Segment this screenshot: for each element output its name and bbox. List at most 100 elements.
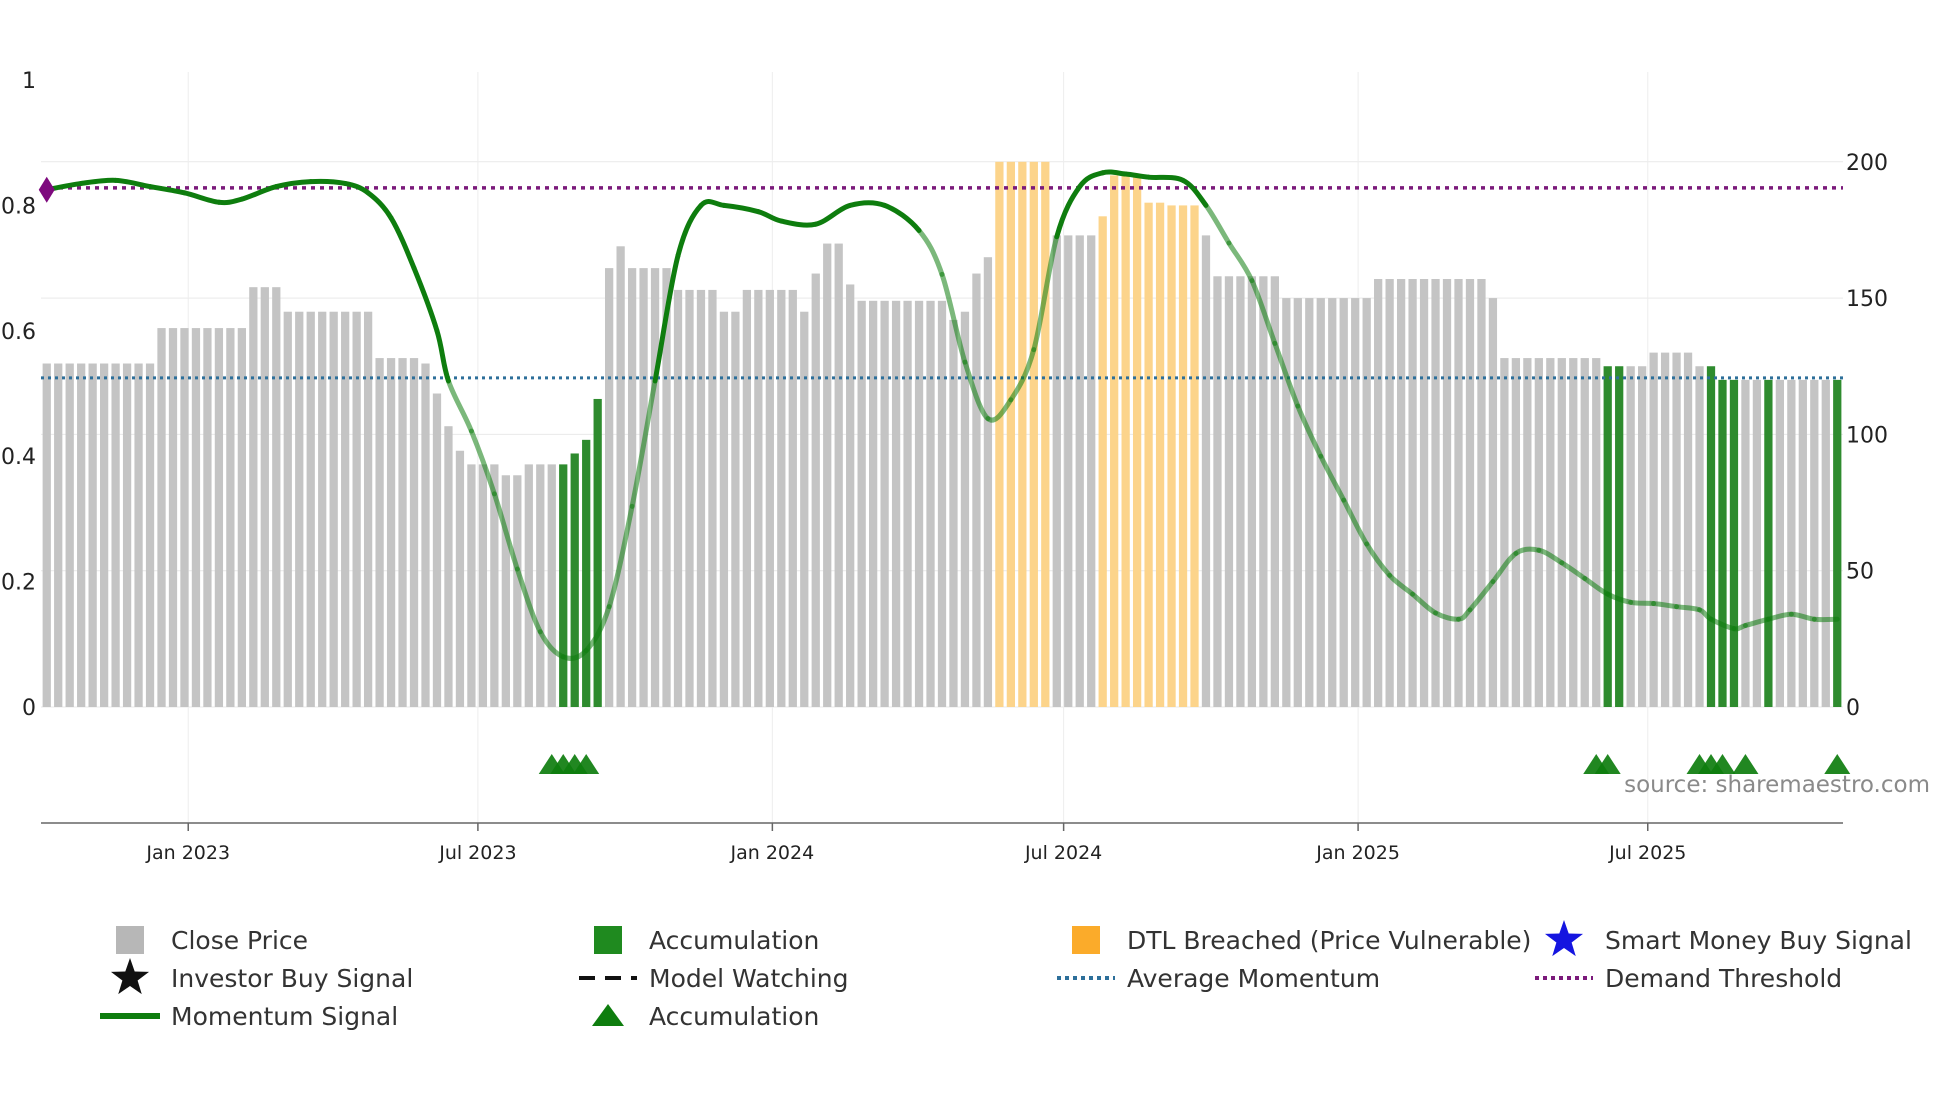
momentum-signal-segment <box>916 227 945 277</box>
legend-label: Accumulation <box>649 926 819 955</box>
right-axis-tick-label: 50 <box>1846 560 1874 585</box>
close-price-bar <box>1419 279 1429 707</box>
close-price-bar <box>1259 276 1268 707</box>
close-price-bar <box>903 300 912 707</box>
close-price-bar <box>662 268 671 707</box>
close-price-bar <box>1787 379 1796 707</box>
close-price-bar <box>467 464 476 707</box>
right-axis-tick-label: 100 <box>1846 423 1888 448</box>
momentum-signal-segment <box>778 218 819 228</box>
close-price-bar <box>54 363 63 707</box>
momentum-signal-segment <box>1295 403 1324 459</box>
momentum-signal-segment <box>560 648 589 661</box>
accumulation-triangle <box>573 754 600 774</box>
close-price-bar <box>846 284 855 707</box>
x-axis-tick-label: Jan 2024 <box>730 842 815 864</box>
close-price-bar <box>306 311 315 707</box>
x-axis-tick-label: Jan 2023 <box>145 842 230 864</box>
close-price-bar <box>536 464 545 707</box>
accumulation-triangle <box>1594 754 1621 774</box>
legend-label: Demand Threshold <box>1605 964 1842 993</box>
close-price-bar <box>696 289 706 707</box>
x-axis-tick-label: Jul 2023 <box>438 842 516 864</box>
right-axis-tick-label: 150 <box>1846 287 1888 312</box>
close-price-bar <box>1087 235 1096 707</box>
dtl-breached-bar <box>1190 205 1199 707</box>
close-price-bar <box>605 268 614 707</box>
momentum-signal-segment <box>1364 541 1393 578</box>
close-price-bar <box>122 363 132 707</box>
green-square-icon <box>594 926 622 954</box>
close-price-bar <box>1580 358 1589 707</box>
close-price-bar <box>1500 358 1509 707</box>
momentum-signal-segment <box>1123 171 1152 180</box>
close-price-bar <box>490 464 499 707</box>
momentum-signal-segment <box>721 202 761 215</box>
momentum-signal-segment <box>1146 174 1186 183</box>
close-price-bar <box>329 311 338 707</box>
dtl-breached-bar <box>995 161 1004 708</box>
momentum-signal-segment <box>468 428 497 497</box>
legend-item: Investor Buy Signal <box>110 958 413 995</box>
close-price-bar <box>857 300 866 707</box>
momentum-signal-segment <box>1467 579 1496 613</box>
momentum-signal-segment <box>1651 601 1680 610</box>
close-price-bar <box>1775 379 1785 707</box>
close-price-bar <box>1328 298 1337 707</box>
right-axis-tick-label: 0 <box>1846 696 1860 721</box>
close-price-bar <box>65 363 74 707</box>
left-axis-tick-label: 0.8 <box>1 194 36 219</box>
close-price-bar <box>1236 276 1245 707</box>
close-price-bar <box>627 268 637 707</box>
close-price-bar <box>203 328 212 707</box>
close-price-bar <box>1305 298 1314 707</box>
close-price-bar <box>1477 279 1486 707</box>
legend-label: Average Momentum <box>1127 964 1380 993</box>
close-price-bar <box>1660 352 1670 707</box>
accumulation-bar <box>1718 379 1727 707</box>
close-price-bar <box>455 450 465 707</box>
line-layer <box>38 169 1851 774</box>
close-price-bar <box>1798 379 1807 707</box>
close-price-bar <box>295 311 304 707</box>
close-price-bar <box>719 311 729 707</box>
close-price-bar <box>708 289 717 707</box>
close-price-bar <box>1752 379 1762 707</box>
accumulation-bar <box>1615 366 1624 707</box>
close-price-bar <box>1649 352 1658 707</box>
close-price-bar <box>1431 279 1440 707</box>
close-price-bar <box>421 363 430 707</box>
close-price-bar <box>937 300 947 707</box>
momentum-signal-segment <box>181 190 222 205</box>
close-price-bar <box>283 311 292 707</box>
legend-label: Model Watching <box>649 964 849 993</box>
legend-layer: Close Price Accumulation DTL Breached (Pri… <box>100 920 1912 1031</box>
left-axis-tick-label: 1 <box>22 69 36 94</box>
close-price-bar <box>226 328 235 707</box>
accumulation-triangle <box>1709 754 1736 774</box>
accumulation-bar <box>570 453 579 707</box>
close-price-bar <box>800 311 809 707</box>
legend-item: Close Price <box>116 926 308 955</box>
dtl-breached-bar <box>1132 175 1142 708</box>
accumulation-bar <box>582 439 591 707</box>
close-price-bar <box>673 289 683 707</box>
momentum-signal-segment <box>939 271 968 365</box>
dtl-breached-bar <box>1144 202 1153 707</box>
accumulation-bar <box>593 398 602 707</box>
dtl-breached-bar <box>1167 205 1176 707</box>
dtl-breached-bar <box>1178 205 1188 707</box>
close-price-bar <box>1408 279 1417 707</box>
accumulation-bar <box>1706 366 1716 707</box>
black-star-icon <box>110 958 150 995</box>
close-price-bar <box>409 358 419 707</box>
dtl-breached-bar <box>1029 161 1038 708</box>
momentum-signal-segment <box>606 503 635 610</box>
close-price-bar <box>1511 358 1521 707</box>
close-price-bar <box>1351 298 1360 707</box>
close-price-bar <box>398 358 407 707</box>
close-price-bar <box>260 287 269 707</box>
close-price-bar <box>869 300 878 707</box>
close-price-bar <box>1282 298 1291 707</box>
momentum-signal-segment <box>388 215 417 271</box>
